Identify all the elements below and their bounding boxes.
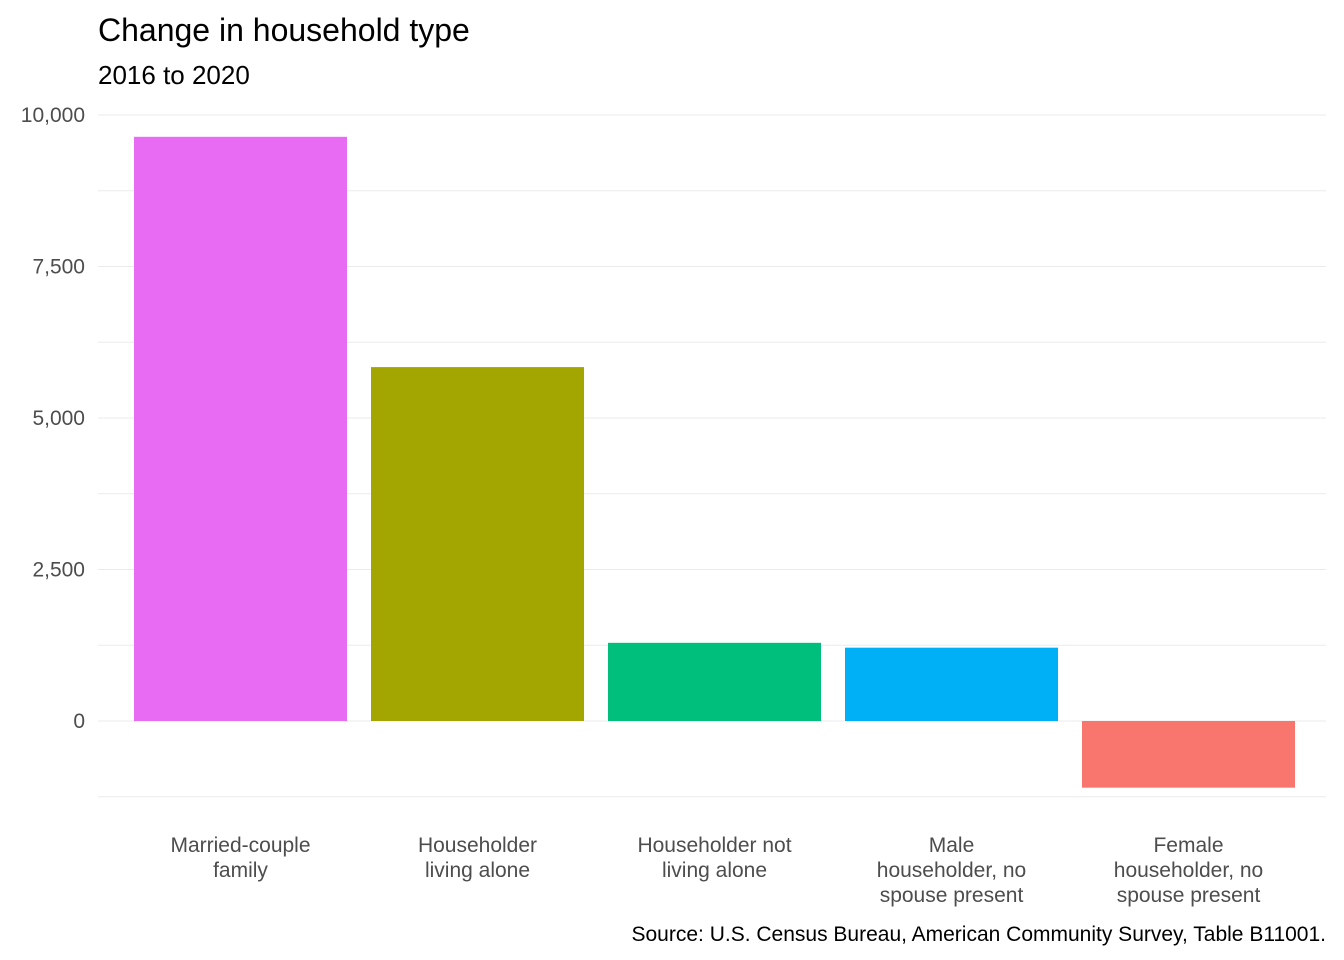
bar [845,647,1058,721]
x-category-label: Male householder, no spouse present [877,834,1026,907]
chart-title: Change in household type [98,12,470,48]
y-tick-label: 7,500 [32,256,85,279]
y-tick-label: 10,000 [21,104,85,127]
x-category-label: Householder living alone [418,834,537,882]
x-category-label: Female householder, no spouse present [1114,834,1263,907]
chart-subtitle: 2016 to 2020 [98,60,250,90]
bar [134,136,347,722]
y-tick-label: 2,500 [32,559,85,582]
chart-caption: Source: U.S. Census Bureau, American Com… [631,923,1326,946]
bar [371,367,584,721]
bar [1082,721,1295,788]
x-category-label: Married-couple family [170,834,310,882]
x-category-label: Householder not living alone [637,834,791,882]
bars [134,136,1295,788]
x-axis-category-labels: Married-couple family Householder living al… [170,834,1263,907]
y-axis-tick-labels: 0 2,500 5,000 7,500 10,000 [21,104,85,733]
y-tick-label: 0 [73,710,85,733]
bar [608,642,821,721]
y-tick-label: 5,000 [32,407,85,430]
